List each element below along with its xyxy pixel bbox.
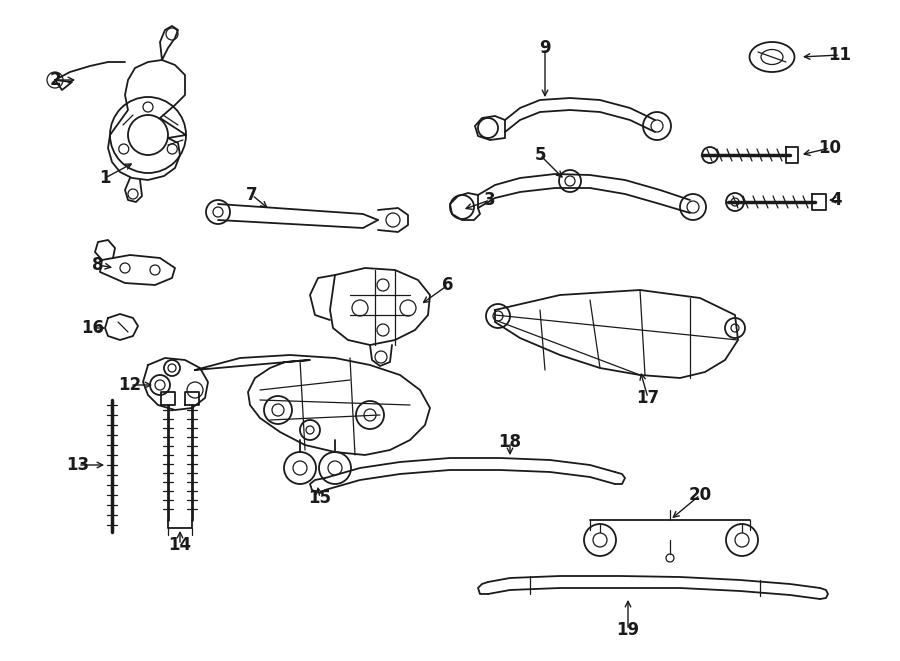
- Text: 1: 1: [99, 169, 111, 187]
- Text: 2: 2: [50, 71, 61, 89]
- Text: 16: 16: [82, 319, 104, 337]
- Text: 20: 20: [688, 486, 712, 504]
- Text: 7: 7: [247, 186, 257, 204]
- Text: 4: 4: [830, 191, 842, 209]
- Text: 11: 11: [829, 46, 851, 64]
- Text: 8: 8: [92, 256, 104, 274]
- Text: 6: 6: [442, 276, 454, 294]
- Text: 10: 10: [818, 139, 842, 157]
- Text: 3: 3: [484, 191, 496, 209]
- Text: 13: 13: [67, 456, 90, 474]
- Text: 19: 19: [616, 621, 640, 639]
- Text: 12: 12: [119, 376, 141, 394]
- Text: 18: 18: [499, 433, 521, 451]
- Text: 5: 5: [535, 146, 545, 164]
- Text: 17: 17: [636, 389, 660, 407]
- Text: 15: 15: [309, 489, 331, 507]
- Text: 14: 14: [168, 536, 192, 554]
- Text: 9: 9: [539, 39, 551, 57]
